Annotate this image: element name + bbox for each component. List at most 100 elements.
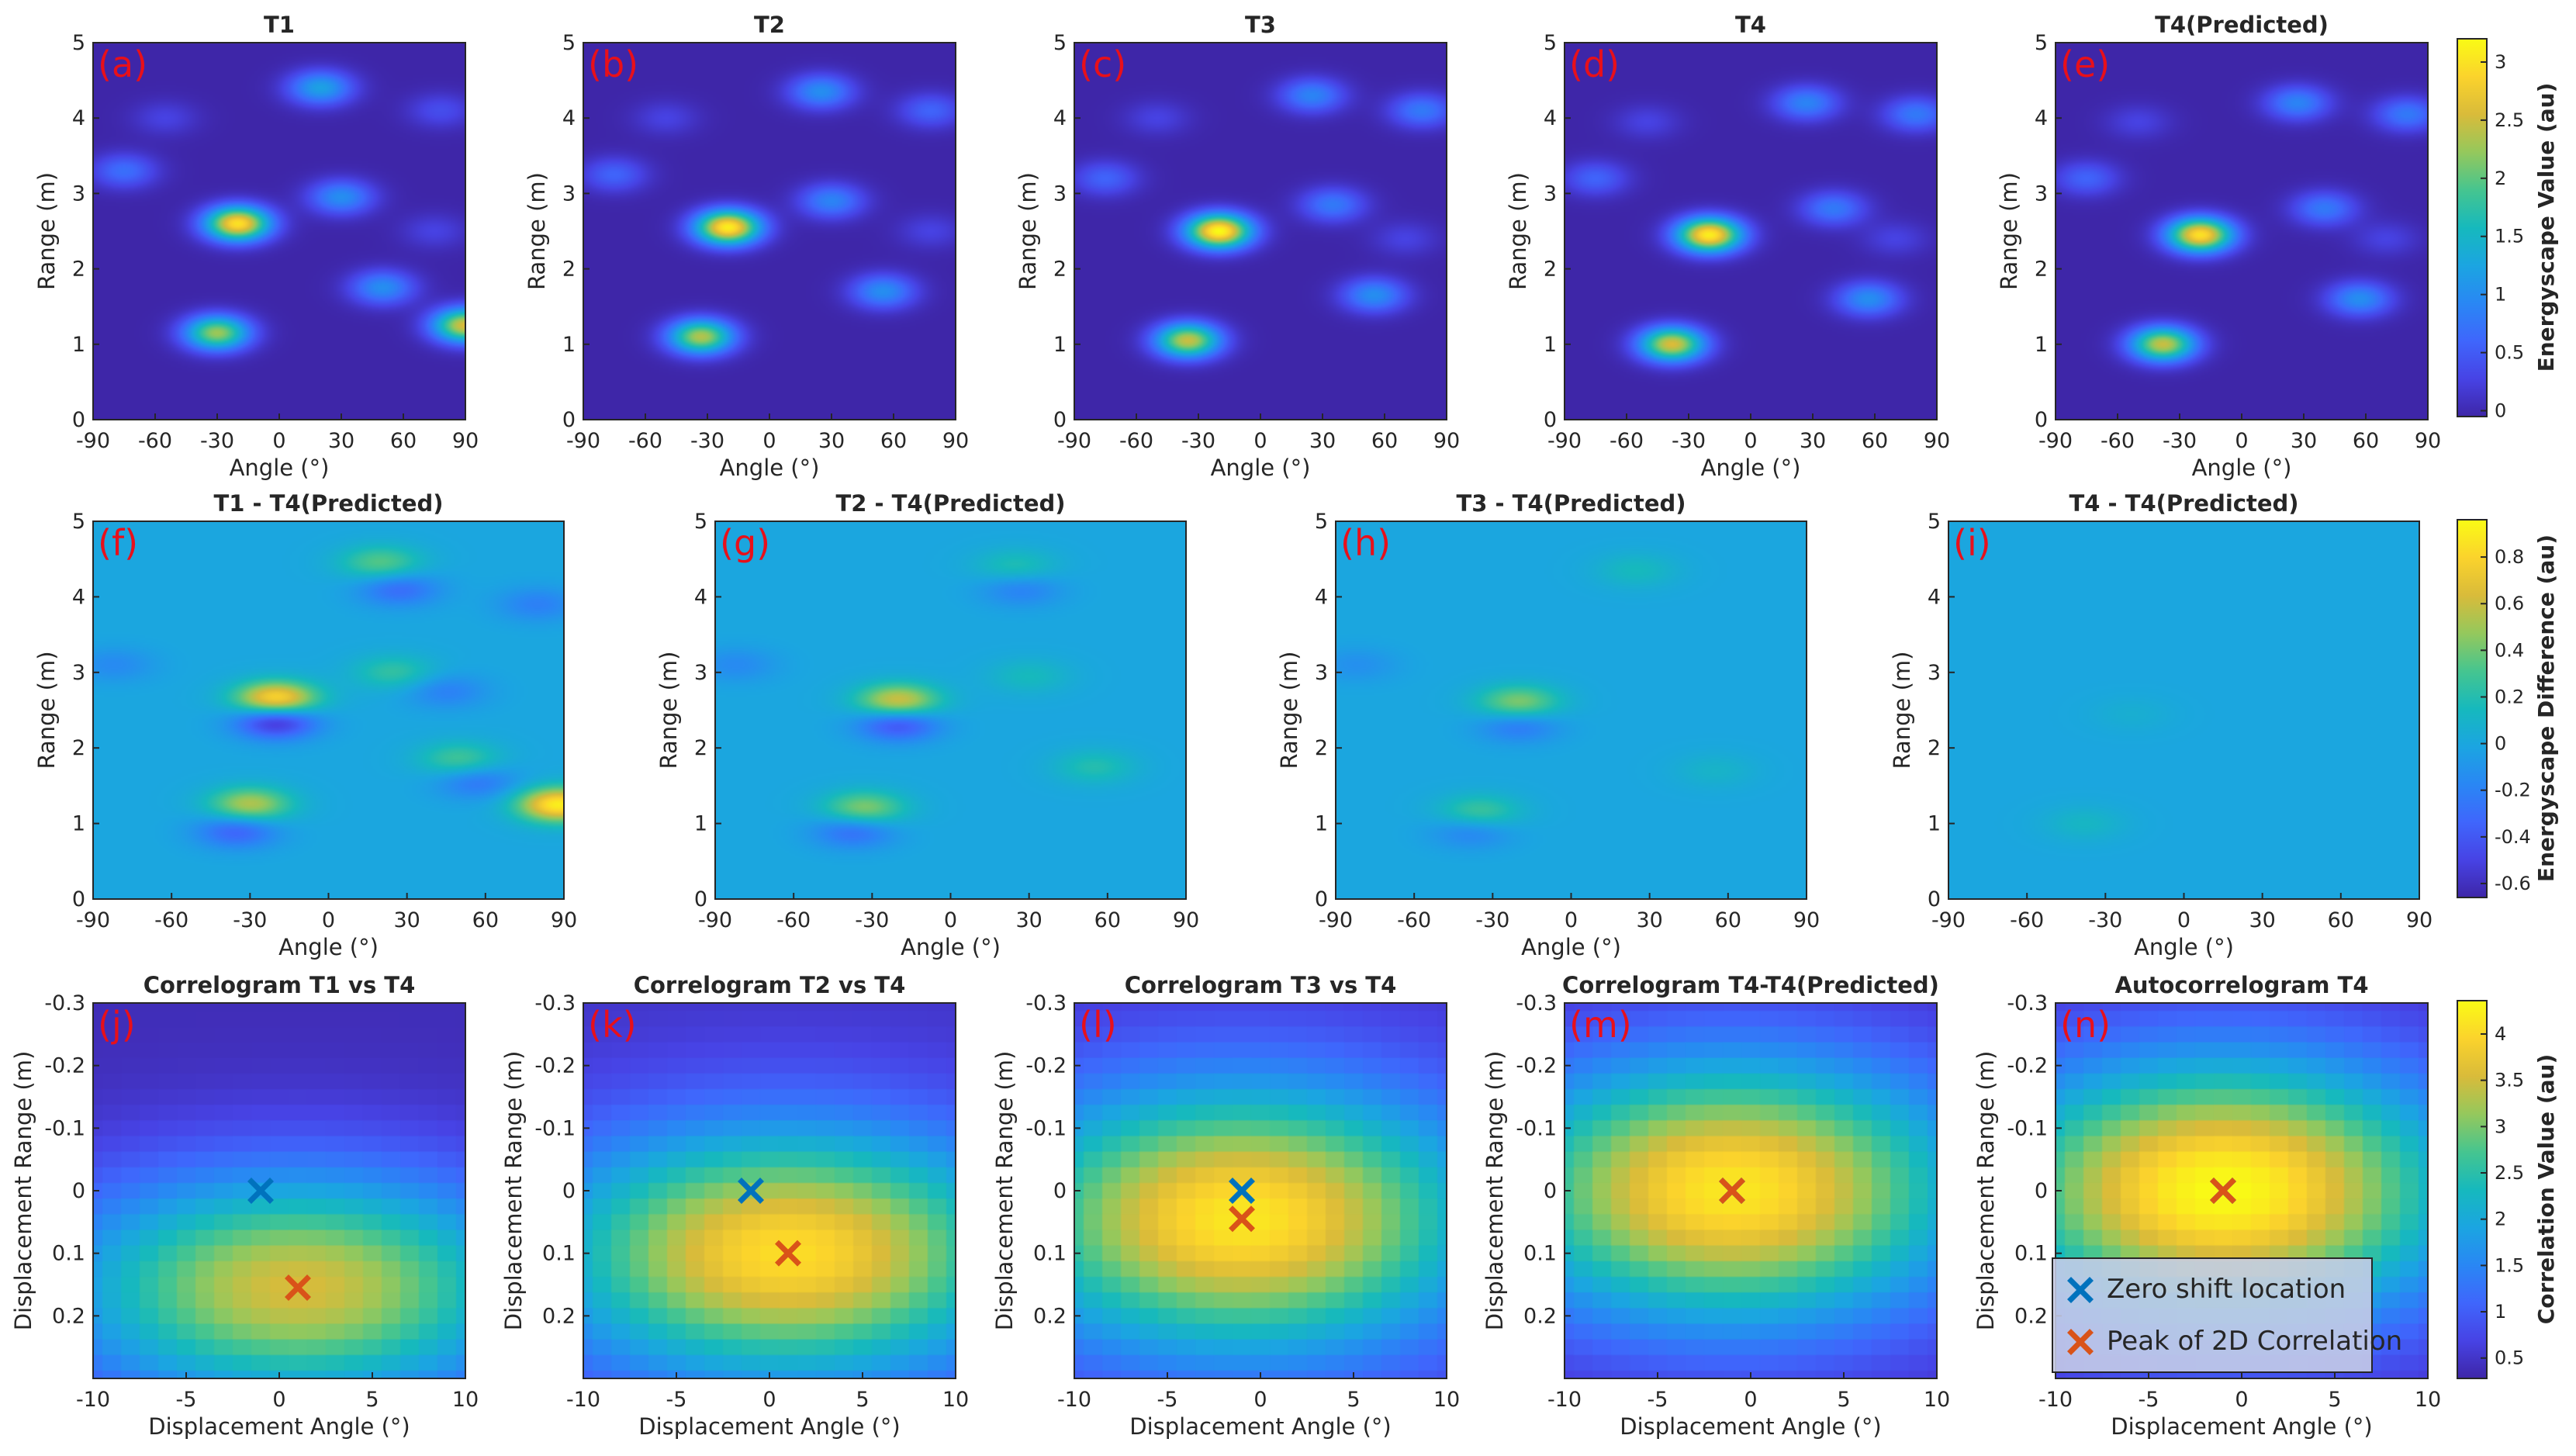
x-tick-label: -30 bbox=[233, 908, 267, 932]
x-tick-label: 30 bbox=[2249, 908, 2275, 932]
y-tick-label: 4 bbox=[2035, 106, 2048, 130]
y-tick-label: 1 bbox=[1053, 333, 1067, 357]
x-tick-label: -60 bbox=[1119, 429, 1153, 453]
y-tick-label: 4 bbox=[72, 585, 85, 609]
x-tick-label: 0 bbox=[2235, 1388, 2248, 1412]
y-tick-label: -0.1 bbox=[1025, 1116, 1067, 1140]
x-axis-label: Angle (°) bbox=[230, 455, 330, 481]
x-tick-label: 0 bbox=[272, 429, 285, 453]
colorbar-row2: -0.6 -0.4 -0.2 0 0.2 0.4 0.6 0.8 Energyscape Di… bbox=[2457, 519, 2559, 898]
panel-c: -90 -60 -30 0 30 60 90 0 1 2 3 4 5 Angle (°) Range (m)… bbox=[1015, 12, 1460, 481]
y-tick-label: 0 bbox=[72, 887, 85, 911]
peak-marker bbox=[1719, 1178, 1745, 1204]
panel-letter: (m) bbox=[1569, 1004, 1632, 1046]
y-tick-label: 4 bbox=[562, 106, 576, 130]
colorbar-row3-label: Correlation Value (au) bbox=[2533, 1054, 2559, 1325]
y-tick-label: 1 bbox=[1544, 333, 1557, 357]
colorbar-tick-label: 0.5 bbox=[2495, 1347, 2524, 1369]
x-tick-label: 90 bbox=[2415, 429, 2441, 453]
colorbar-tick-label: 0.5 bbox=[2495, 342, 2524, 364]
y-axis-label: Range (m) bbox=[1276, 651, 1302, 769]
x-tick-label: -90 bbox=[76, 429, 110, 453]
x-tick-label: 60 bbox=[1862, 429, 1888, 453]
y-tick-label: 5 bbox=[694, 510, 707, 534]
panel-letter: (i) bbox=[1953, 522, 1991, 564]
panel-title: Autocorrelogram T4 bbox=[2114, 972, 2368, 998]
peak-marker bbox=[775, 1240, 801, 1267]
x-tick-label: 10 bbox=[1433, 1388, 1460, 1412]
x-tick-label: 30 bbox=[328, 429, 354, 453]
x-tick-label: 0 bbox=[1744, 1388, 1757, 1412]
x-tick-label: 60 bbox=[2353, 429, 2379, 453]
x-tick-label: -30 bbox=[690, 429, 724, 453]
x-tick-label: -90 bbox=[698, 908, 732, 932]
y-tick-label: 5 bbox=[72, 31, 85, 55]
peak-marker bbox=[285, 1274, 311, 1302]
panel-title: T1 - T4(Predicted) bbox=[213, 490, 443, 517]
y-axis-label: Range (m) bbox=[1505, 172, 1531, 290]
colorbar-tick-label: 3 bbox=[2495, 1115, 2506, 1137]
x-tick-label: -5 bbox=[1157, 1388, 1178, 1412]
y-tick-label: 2 bbox=[1315, 736, 1328, 760]
x-tick-label: 60 bbox=[1715, 908, 1741, 932]
y-tick-label: -0.1 bbox=[1516, 1116, 1557, 1140]
x-axis-label: Angle (°) bbox=[1701, 455, 1801, 481]
y-tick-label: 0.2 bbox=[52, 1304, 85, 1328]
x-tick-label: 0 bbox=[1744, 429, 1757, 453]
colorbar-tick-label: 1 bbox=[2495, 1301, 2506, 1323]
colorbar-tick-label: -0.2 bbox=[2495, 780, 2531, 801]
x-tick-label: 60 bbox=[2328, 908, 2354, 932]
y-tick-label: 2 bbox=[1928, 736, 1941, 760]
x-tick-label: 10 bbox=[2415, 1388, 2441, 1412]
y-tick-label: 1 bbox=[1315, 812, 1328, 836]
x-tick-label: 30 bbox=[1309, 429, 1336, 453]
x-tick-label: -10 bbox=[76, 1388, 110, 1412]
x-tick-label: 90 bbox=[1173, 908, 1199, 932]
colorbar-row2-label: Energyscape Difference (au) bbox=[2533, 534, 2559, 882]
y-tick-label: -0.2 bbox=[1025, 1054, 1067, 1078]
panel-title: T4 - T4(Predicted) bbox=[2069, 490, 2298, 517]
colorbar-tick-label: 2 bbox=[2495, 168, 2506, 189]
x-tick-label: -60 bbox=[2010, 908, 2044, 932]
x-tick-label: -10 bbox=[1057, 1388, 1091, 1412]
x-tick-label: -10 bbox=[1547, 1388, 1582, 1412]
panel-letter: (a) bbox=[98, 43, 147, 85]
colorbar-row1-gradient bbox=[2457, 38, 2488, 417]
x-axis-label: Displacement Angle (°) bbox=[1129, 1413, 1391, 1440]
x-axis-label: Angle (°) bbox=[901, 934, 1001, 960]
x-axis-label: Angle (°) bbox=[1211, 455, 1311, 481]
x-tick-label: 90 bbox=[1793, 908, 1820, 932]
y-tick-label: 2 bbox=[694, 736, 707, 760]
y-axis-label: Range (m) bbox=[655, 651, 682, 769]
y-tick-label: 0.2 bbox=[2014, 1304, 2048, 1328]
colorbar-row1-label: Energyscape Value (au) bbox=[2533, 83, 2559, 372]
x-axis-label: Angle (°) bbox=[2192, 455, 2292, 481]
colorbar-tick-label: 0.2 bbox=[2495, 686, 2524, 707]
x-tick-label: 60 bbox=[880, 429, 907, 453]
x-tick-label: -60 bbox=[628, 429, 662, 453]
peak-marker bbox=[2210, 1178, 2236, 1204]
y-tick-label: 3 bbox=[1544, 182, 1557, 206]
legend-peak-marker bbox=[2067, 1329, 2094, 1355]
y-tick-label: 2 bbox=[72, 736, 85, 760]
y-tick-label: 0 bbox=[2035, 1179, 2048, 1203]
x-axis-label: Displacement Angle (°) bbox=[148, 1413, 410, 1440]
y-tick-label: 4 bbox=[72, 106, 85, 130]
panel-letter: (k) bbox=[588, 1004, 637, 1046]
y-tick-label: 0.1 bbox=[52, 1242, 85, 1266]
x-tick-label: 0 bbox=[272, 1388, 285, 1412]
x-tick-label: -60 bbox=[1397, 908, 1431, 932]
y-tick-label: 2 bbox=[1544, 258, 1557, 282]
x-tick-label: -10 bbox=[2038, 1388, 2073, 1412]
panel-letter: (j) bbox=[98, 1004, 136, 1046]
x-tick-label: 0 bbox=[322, 908, 335, 932]
y-tick-label: 0 bbox=[72, 1179, 85, 1203]
colorbar-tick-label: 2.5 bbox=[2495, 109, 2524, 131]
y-tick-label: 0 bbox=[694, 887, 707, 911]
x-tick-label: 0 bbox=[762, 1388, 776, 1412]
y-tick-label: 3 bbox=[2035, 182, 2048, 206]
heatmap-image bbox=[1565, 1003, 1937, 1378]
y-tick-label: 5 bbox=[1928, 510, 1941, 534]
colorbar-tick-label: 0 bbox=[2495, 733, 2506, 755]
